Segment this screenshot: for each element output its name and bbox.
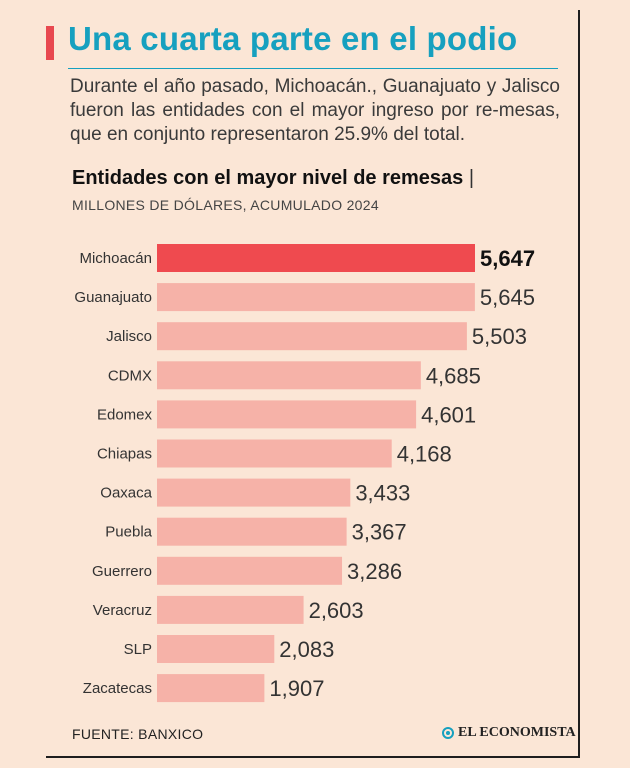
- bar: [157, 478, 351, 507]
- value-label: 4,168: [397, 442, 452, 467]
- category-label: Chiapas: [97, 446, 152, 463]
- chart-heading: Entidades con el mayor nivel de remesas …: [72, 167, 474, 190]
- category-label: CDMX: [108, 367, 152, 384]
- value-label: 2,083: [279, 637, 334, 662]
- category-label: Veracruz: [93, 602, 152, 619]
- category-label: Jalisco: [106, 328, 152, 345]
- value-label: 3,367: [352, 520, 407, 545]
- value-label: 3,433: [355, 481, 410, 506]
- bar: [157, 322, 467, 351]
- bar: [157, 400, 417, 429]
- title-accent-bar: [46, 26, 54, 60]
- bar: [157, 556, 343, 585]
- bar: [157, 674, 265, 703]
- chart-units: MILLONES DE DÓLARES, ACUMULADO 2024: [72, 197, 379, 213]
- value-label: 2,603: [309, 598, 364, 623]
- brand-name: EL ECONOMISTA: [458, 725, 576, 740]
- value-label: 5,503: [472, 324, 527, 349]
- bar-highlight: [157, 244, 475, 272]
- title-rule: [68, 68, 558, 69]
- value-label: 1,907: [269, 676, 324, 701]
- bar: [157, 595, 304, 624]
- category-label: Michoacán: [79, 250, 152, 267]
- category-label: Guanajuato: [74, 289, 152, 306]
- value-label: 4,685: [426, 363, 481, 388]
- bar: [157, 517, 347, 546]
- value-label: 3,286: [347, 559, 402, 584]
- bar: [157, 635, 275, 663]
- category-label: SLP: [124, 641, 152, 658]
- bar: [157, 439, 392, 468]
- brand-logo: EL ECONOMISTA: [442, 725, 576, 741]
- category-label: Guerrero: [92, 563, 152, 580]
- chart-title-separator: |: [468, 167, 475, 189]
- category-label: Edomex: [97, 406, 153, 423]
- source-note: FUENTE: BANXICO: [72, 726, 204, 742]
- page-title: Una cuarta parte en el podio: [68, 20, 518, 57]
- value-label: 5,645: [480, 285, 535, 310]
- chart-frame: [46, 10, 580, 758]
- subtitle: Durante el año pasado, Michoacán., Guana…: [70, 76, 560, 145]
- category-label: Puebla: [105, 524, 152, 541]
- chart-title: Entidades con el mayor nivel de remesas: [72, 167, 464, 189]
- bar: [157, 361, 421, 390]
- bar: [157, 283, 475, 312]
- value-label: 5,647: [480, 246, 535, 271]
- value-label: 4,601: [421, 402, 476, 427]
- brand-icon: [442, 727, 454, 739]
- category-label: Zacatecas: [83, 680, 152, 697]
- category-label: Oaxaca: [100, 485, 152, 502]
